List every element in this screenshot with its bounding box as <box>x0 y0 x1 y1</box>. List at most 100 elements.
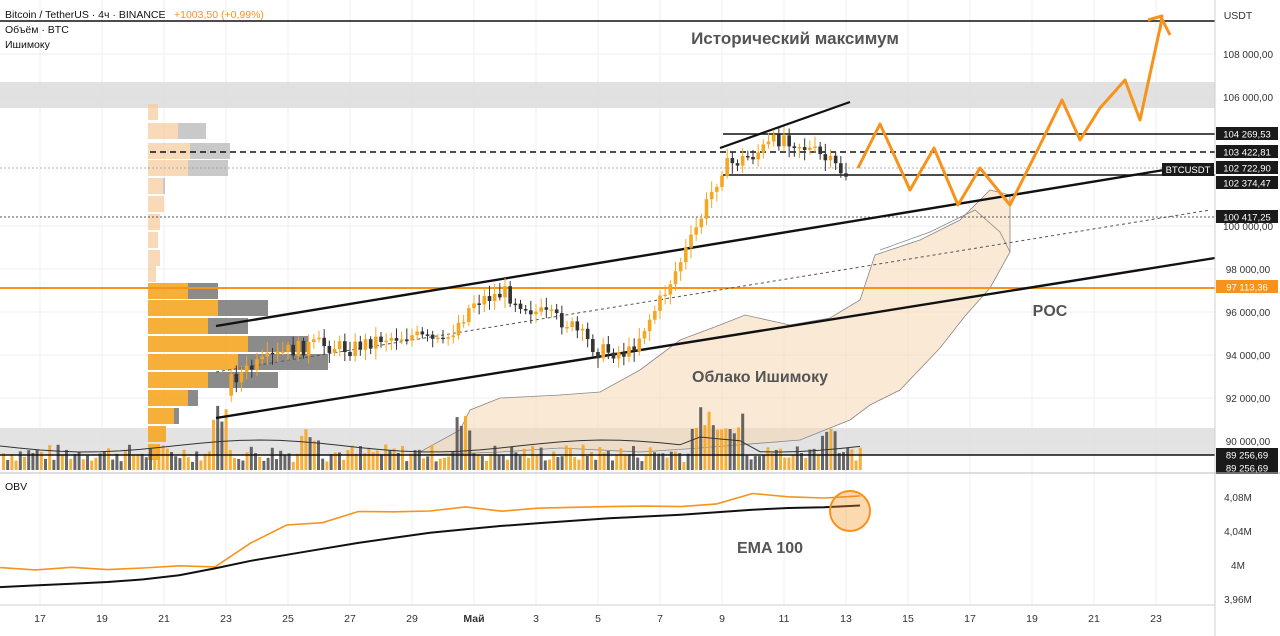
candle-body <box>715 187 719 192</box>
candle-body <box>766 141 771 145</box>
volume-bar <box>220 421 224 470</box>
volume-bar <box>535 455 539 470</box>
volume-bar <box>728 429 732 470</box>
time-axis-label: 23 <box>220 613 232 625</box>
candle-body <box>539 307 543 312</box>
volume-bar <box>749 459 753 470</box>
volume-bar <box>674 451 677 470</box>
price-badge-text: 102 722,90 <box>1223 164 1271 175</box>
volume-bar <box>648 447 652 470</box>
candle-body <box>405 339 409 341</box>
volume-bar <box>837 453 841 470</box>
volume-bar <box>430 444 434 470</box>
volume-bar <box>480 456 484 470</box>
candle-body <box>730 158 735 164</box>
volume-bar <box>182 449 186 470</box>
channel-lower-line <box>215 256 1216 420</box>
volume-bar <box>518 455 522 470</box>
volume-bar <box>350 445 354 470</box>
volume-bar <box>510 446 514 470</box>
volume-bar <box>833 431 837 470</box>
volume-bar <box>186 457 190 470</box>
volume-bar <box>203 453 207 470</box>
candle-body <box>658 295 662 311</box>
volume-bar <box>615 455 619 470</box>
candle-body <box>332 349 337 353</box>
time-axis-label: 17 <box>34 613 46 625</box>
volume-profile-bar <box>148 178 163 194</box>
ichimoku-senkou-a <box>879 209 1011 253</box>
candle-body <box>839 163 843 174</box>
volume-profile-bar-secondary <box>218 300 268 316</box>
wedge-upper-line <box>719 100 851 150</box>
volume-profile-bar <box>148 336 248 352</box>
volume-bar <box>275 459 278 470</box>
candle-body <box>627 346 631 357</box>
candle-body <box>467 308 471 323</box>
ichimoku-indicator-label[interactable]: Ишимоку <box>5 39 51 51</box>
volume-bar <box>132 454 136 470</box>
volume-bar <box>636 457 640 470</box>
candle-body <box>699 218 704 228</box>
candle-body <box>281 351 285 354</box>
volume-bar <box>241 460 245 470</box>
volume-bar <box>144 457 148 470</box>
volume-bar <box>254 453 257 470</box>
volume-bar <box>560 456 564 470</box>
volume-bar <box>501 454 505 470</box>
volume-bar <box>338 452 341 470</box>
volume-bar <box>577 459 581 470</box>
volume-indicator-label[interactable]: Объём · BTC <box>5 24 69 36</box>
candle-body <box>518 303 523 310</box>
price-badge-text: 89 256,69 <box>1226 451 1268 462</box>
volume-bar <box>594 459 598 470</box>
candle-body <box>689 234 693 248</box>
volume-profile-bar <box>148 390 188 406</box>
volume-bar <box>98 453 102 470</box>
volume-bar <box>459 425 463 470</box>
volume-profile-bar <box>148 266 156 282</box>
candle-body <box>255 359 259 370</box>
volume-profile-bar <box>148 426 166 442</box>
volume-profile-bar-secondary <box>163 178 165 194</box>
candle-body <box>606 344 611 353</box>
price-badge-text: 97 113,36 <box>1226 283 1268 294</box>
candle-body <box>482 296 487 305</box>
volume-bar <box>821 435 824 470</box>
candle-body <box>451 335 456 338</box>
price-badge <box>1216 448 1278 461</box>
candle-body <box>616 352 621 359</box>
volume-bar <box>724 428 728 470</box>
candle-body <box>777 134 781 147</box>
candle-body <box>771 134 776 142</box>
price-tick-label: 90 000,00 <box>1226 437 1271 448</box>
time-axis-label: 9 <box>719 613 725 625</box>
candle-body <box>234 373 239 383</box>
volume-bar <box>199 460 203 470</box>
candle-body <box>751 157 755 160</box>
candle-body <box>637 338 642 352</box>
volume-profile-bar <box>148 196 164 212</box>
candle-body <box>239 371 244 383</box>
volume-bar <box>14 460 18 470</box>
volume-bar <box>548 459 551 470</box>
volume-bar <box>720 429 724 470</box>
volume-bar <box>766 447 770 470</box>
projection-arrow-head <box>1147 14 1164 31</box>
channel-upper-line <box>215 168 1165 328</box>
volume-bar <box>170 452 173 470</box>
volume-profile-bar <box>148 214 160 230</box>
volume-bar <box>707 411 711 470</box>
volume-profile-bar <box>148 104 158 120</box>
price-badge <box>1216 161 1278 174</box>
volume-bar <box>581 444 585 470</box>
candle-body <box>823 154 828 161</box>
candle-body <box>544 307 549 310</box>
volume-bar <box>556 457 560 470</box>
channel-lines <box>215 100 1216 420</box>
volume-bar <box>791 454 795 470</box>
volume-profile-bar <box>148 143 190 159</box>
symbol-tag-text: BTCUSDT <box>1166 165 1211 176</box>
volume-bar <box>140 453 144 470</box>
